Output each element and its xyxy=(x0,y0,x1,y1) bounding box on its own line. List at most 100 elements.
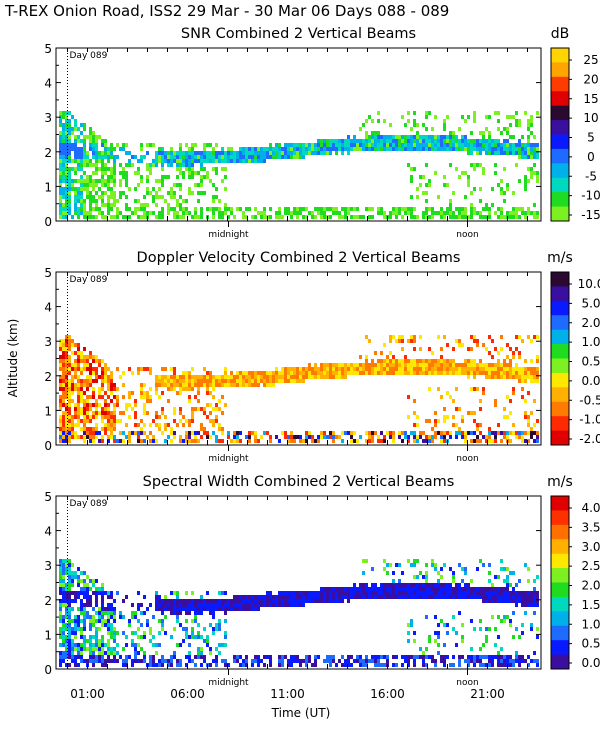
data-cell xyxy=(215,143,218,147)
data-cell xyxy=(65,335,68,339)
data-cell xyxy=(524,175,527,179)
data-cell xyxy=(95,371,98,375)
data-cell xyxy=(101,395,104,399)
data-cell xyxy=(476,423,479,427)
data-cell xyxy=(206,415,209,419)
data-cell xyxy=(425,655,428,659)
data-cell xyxy=(113,403,116,407)
data-cell xyxy=(116,143,119,147)
data-cell xyxy=(467,179,470,183)
data-cell xyxy=(401,663,404,667)
data-cell xyxy=(323,595,326,599)
data-cell xyxy=(362,591,365,595)
data-cell xyxy=(101,647,104,651)
data-cell xyxy=(119,419,122,423)
colorbar-segment xyxy=(551,272,569,287)
data-cell xyxy=(365,587,368,591)
data-cell xyxy=(341,599,344,603)
data-cell xyxy=(506,187,509,191)
data-cell xyxy=(83,347,86,351)
data-cell xyxy=(446,371,449,375)
data-cell xyxy=(437,571,440,575)
data-cell xyxy=(380,591,383,595)
data-cell xyxy=(83,647,86,651)
data-cell xyxy=(89,635,92,639)
data-cell xyxy=(143,595,146,599)
data-cell xyxy=(140,203,143,207)
data-cell xyxy=(296,603,299,607)
data-cell xyxy=(197,379,200,383)
data-cell xyxy=(59,143,62,147)
data-cell xyxy=(452,627,455,631)
data-cell xyxy=(125,643,128,647)
data-cell xyxy=(248,159,251,163)
data-cell xyxy=(476,439,479,443)
data-cell xyxy=(482,367,485,371)
data-cell xyxy=(155,607,158,611)
data-cell xyxy=(233,599,236,603)
data-cell xyxy=(407,631,410,635)
data-cell xyxy=(311,211,314,215)
data-cell xyxy=(455,387,458,391)
data-cell xyxy=(77,411,80,415)
data-cell xyxy=(341,139,344,143)
data-cell xyxy=(503,591,506,595)
data-cell xyxy=(332,367,335,371)
data-cell xyxy=(212,383,215,387)
data-cell xyxy=(383,583,386,587)
data-cell xyxy=(131,631,134,635)
data-cell xyxy=(431,127,434,131)
data-cell xyxy=(140,395,143,399)
data-cell xyxy=(62,179,65,183)
data-cell xyxy=(110,435,113,439)
noon-label: noon xyxy=(456,678,478,688)
data-cell xyxy=(62,431,65,435)
data-cell xyxy=(296,367,299,371)
data-cell xyxy=(77,195,80,199)
data-cell xyxy=(512,147,515,151)
data-cell xyxy=(431,359,434,363)
data-cell xyxy=(290,379,293,383)
data-cell xyxy=(446,415,449,419)
data-cell xyxy=(377,587,380,591)
data-cell xyxy=(212,159,215,163)
data-cell xyxy=(461,579,464,583)
data-cell xyxy=(524,215,527,219)
data-cell xyxy=(428,591,431,595)
data-cell xyxy=(503,371,506,375)
data-cell xyxy=(155,159,158,163)
data-cell xyxy=(89,407,92,411)
data-cell xyxy=(521,367,524,371)
data-cell xyxy=(380,663,383,667)
data-cell xyxy=(359,371,362,375)
data-cell xyxy=(59,159,62,163)
data-cell xyxy=(140,175,143,179)
data-cell xyxy=(536,355,539,359)
data-cell xyxy=(395,147,398,151)
data-cell xyxy=(188,419,191,423)
data-cell xyxy=(494,655,497,659)
data-cell xyxy=(488,143,491,147)
data-cell xyxy=(416,435,419,439)
data-cell xyxy=(305,435,308,439)
data-cell xyxy=(107,179,110,183)
data-cell xyxy=(260,371,263,375)
data-cell xyxy=(137,183,140,187)
data-cell xyxy=(77,351,80,355)
data-cell xyxy=(62,347,65,351)
data-cell xyxy=(77,363,80,367)
data-cell xyxy=(401,115,404,119)
data-cell xyxy=(386,595,389,599)
data-cell xyxy=(293,379,296,383)
data-cell xyxy=(203,411,206,415)
data-cell xyxy=(83,439,86,443)
data-cell xyxy=(107,607,110,611)
data-cell xyxy=(464,119,467,123)
data-cell xyxy=(68,583,71,587)
data-cell xyxy=(491,655,494,659)
data-cell xyxy=(533,211,536,215)
data-cell xyxy=(194,439,197,443)
data-cell xyxy=(110,215,113,219)
data-cell xyxy=(134,647,137,651)
data-cell xyxy=(434,143,437,147)
